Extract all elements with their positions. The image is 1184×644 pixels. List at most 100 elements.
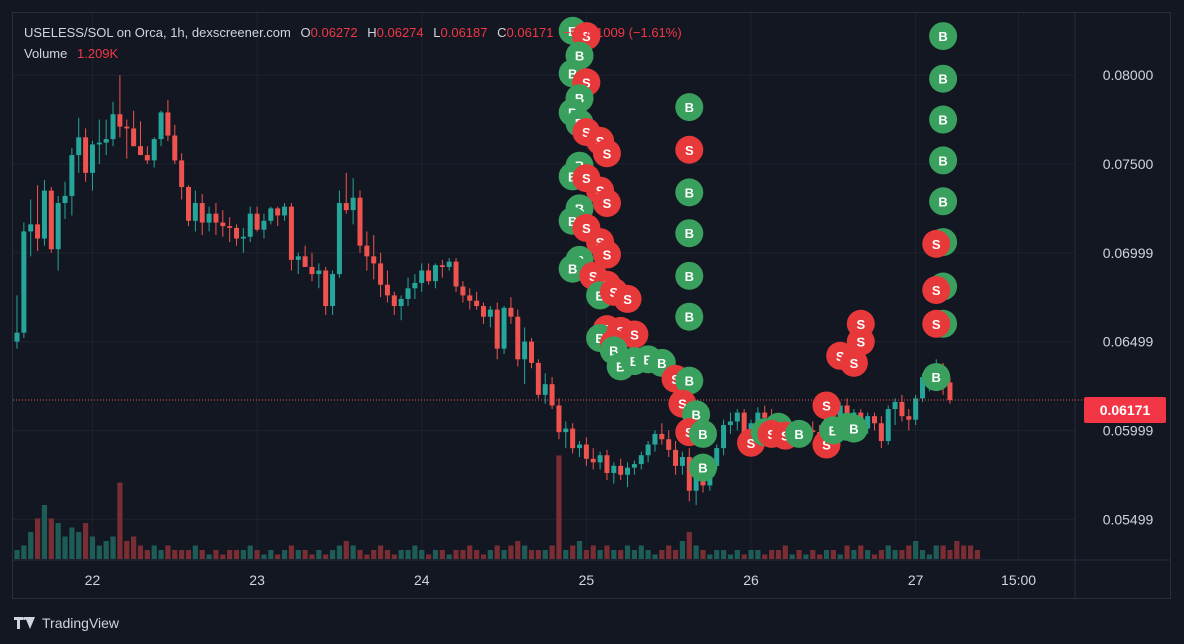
volume-bar (563, 550, 569, 559)
volume-bar (865, 550, 871, 559)
volume-bar (179, 550, 185, 559)
open-value: 0.06272 (310, 25, 358, 40)
volume-bar (501, 550, 507, 559)
trade-marker (689, 453, 717, 482)
trade-marker-label: S (623, 292, 632, 307)
volume-bar (618, 550, 624, 559)
candle-body (137, 146, 143, 156)
volume-bar (775, 550, 782, 559)
trade-marker-label: B (938, 72, 947, 87)
volume-bar (666, 545, 672, 559)
volume-bar (137, 545, 144, 559)
candle-body (480, 306, 486, 317)
trade-marker (839, 348, 868, 377)
last-price-tag: 0.06171 (1084, 397, 1166, 423)
candle-body (288, 206, 294, 260)
volume-bar (309, 554, 315, 559)
volume-bar (878, 550, 884, 559)
candle-body (83, 137, 89, 173)
chart-frame (12, 12, 1171, 599)
volume-bar (686, 532, 692, 559)
trade-marker-label: S (932, 317, 941, 332)
trade-marker-label: B (829, 423, 838, 438)
volume-bar (947, 550, 953, 559)
trade-marker-label: S (856, 317, 865, 332)
candle-body (21, 231, 27, 333)
candle-body (89, 144, 95, 173)
y-tick-label: 0.07500 (1103, 156, 1154, 172)
volume-bar (638, 545, 644, 559)
volume-bar (233, 550, 240, 559)
volume-bar (295, 550, 301, 559)
volume-bar (240, 550, 246, 559)
candle-body (69, 155, 75, 196)
candle-body (686, 456, 692, 491)
candle-body (350, 197, 356, 211)
volume-bar (254, 550, 260, 559)
trade-marker (929, 22, 958, 51)
high-label: H (367, 25, 377, 40)
candle-body (35, 224, 41, 239)
candle-body (439, 265, 445, 267)
trade-marker-label: B (698, 427, 707, 442)
volume-bar (645, 550, 651, 559)
volume-bar (377, 545, 384, 559)
volume-bar (124, 541, 130, 559)
trade-marker-label: S (850, 356, 859, 371)
volume-bar (165, 545, 171, 559)
trade-marker-label: B (691, 407, 700, 422)
trade-marker-label: B (568, 66, 577, 81)
open-label: O (300, 25, 311, 40)
candle-body (446, 261, 452, 267)
candle-body (48, 190, 54, 250)
candle-body (14, 332, 20, 342)
volume-bar (899, 550, 905, 559)
candle-body (666, 439, 672, 450)
candle-body (549, 384, 555, 406)
x-tick-label: 23 (249, 572, 265, 588)
volume-bar (247, 545, 253, 559)
trade-marker (785, 419, 814, 448)
volume-bar (631, 550, 637, 559)
candle-body (234, 227, 240, 239)
candle-body (577, 444, 583, 449)
volume-bar (220, 554, 226, 559)
volume-bar (151, 545, 157, 559)
volume-bar (659, 550, 665, 559)
candle-body (254, 213, 260, 230)
candle-body (323, 270, 329, 307)
y-tick-label: 0.05999 (1103, 423, 1154, 439)
trade-marker (675, 178, 704, 207)
volume-bar (480, 554, 487, 559)
volume-bar (131, 536, 137, 559)
trade-marker-label: S (685, 143, 694, 158)
volume-bar (117, 482, 123, 559)
y-tick-label: 0.05499 (1103, 511, 1154, 527)
ohlc-legend: USELESS/SOL on Orca, 1h, dexscreener.com… (24, 25, 682, 40)
tradingview-logo[interactable]: TradingView (14, 612, 119, 634)
candle-body (179, 160, 185, 188)
candle-body (391, 295, 397, 307)
trade-marker (922, 276, 951, 305)
volume-bar (961, 545, 967, 559)
candle-body (220, 222, 226, 227)
volume-bar (693, 545, 699, 559)
change-value: −0.001009 (−1.61%) (563, 25, 682, 40)
volume-bar (714, 550, 720, 559)
volume-bar (892, 550, 898, 559)
candle-body (913, 398, 919, 420)
candle-body (474, 300, 480, 307)
candle-body (611, 465, 617, 473)
volume-bar (885, 545, 891, 559)
candle-body (748, 423, 754, 434)
volume-bar (268, 550, 274, 559)
candle-body (419, 270, 425, 283)
volume-bar (199, 550, 205, 559)
candle-body (371, 256, 377, 264)
candle-body (590, 458, 596, 463)
volume-bar (405, 550, 411, 559)
candle-body (618, 465, 624, 475)
trade-marker-label: S (678, 397, 687, 412)
trade-marker-label: S (603, 248, 612, 263)
